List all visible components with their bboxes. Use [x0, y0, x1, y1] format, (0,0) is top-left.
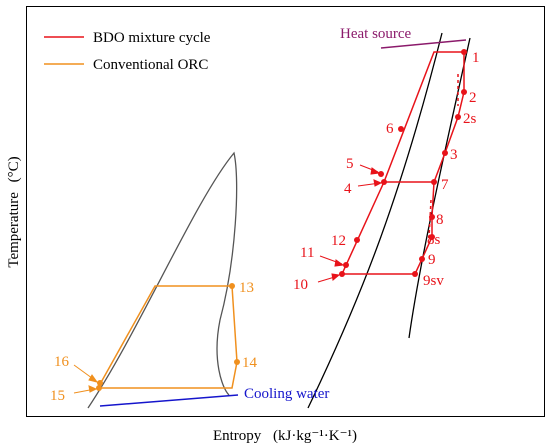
orc-point-13 — [229, 283, 235, 289]
legend-orc-label: Conventional ORC — [93, 57, 208, 73]
x-axis-title: Entropy — [213, 428, 262, 444]
orc-point-15 — [96, 385, 102, 391]
orc-label-13: 13 — [239, 280, 254, 296]
arrow-10-head — [331, 273, 341, 281]
bdo-label-8s: 8s — [427, 232, 441, 248]
bdo-label-10: 10 — [293, 277, 308, 293]
bdo-label-11: 11 — [300, 245, 314, 261]
bdo-point-9sv — [412, 271, 418, 277]
arrow-16-head — [88, 374, 99, 383]
arrow-15-head — [88, 385, 98, 393]
y-axis-unit: (°C) — [6, 156, 22, 182]
bdo-point-4 — [381, 179, 387, 185]
bdo-point-3 — [442, 150, 448, 156]
bdo-cycle-points — [339, 49, 467, 277]
bdo-label-3: 3 — [450, 147, 458, 163]
orc-point-14 — [234, 359, 240, 365]
legend: BDO mixture cycle Conventional ORC — [44, 30, 211, 73]
bdo-label-2s: 2s — [463, 111, 477, 127]
bdo-label-7: 7 — [441, 177, 449, 193]
legend-bdo-label: BDO mixture cycle — [93, 30, 211, 46]
orc-label-arrows — [73, 364, 99, 394]
orc-cycle — [98, 285, 238, 389]
plot-frame — [26, 6, 545, 417]
bdo-point-7 — [431, 179, 437, 185]
bdo-label-9sv: 9sv — [423, 273, 444, 289]
bdo-label-4: 4 — [344, 181, 352, 197]
bdo-point-6 — [398, 126, 404, 132]
y-axis-label: Temperature (°C) — [6, 156, 22, 267]
orc-label-15: 15 — [50, 388, 65, 404]
orc-saturation-dome — [87, 151, 238, 409]
cooling-water-label: Cooling water — [244, 386, 329, 402]
bdo-point-11 — [343, 262, 349, 268]
orc-point-16 — [97, 380, 103, 386]
arrow-11-head — [334, 259, 345, 267]
bdo-label-2: 2 — [469, 90, 477, 106]
bdo-point-5 — [378, 171, 384, 177]
bdo-saturated-liquid-curve — [307, 32, 443, 409]
y-axis-title: Temperature — [6, 192, 22, 268]
bdo-point-2s — [455, 114, 461, 120]
bdo-label-12: 12 — [331, 233, 346, 249]
cooling-water-line — [99, 394, 239, 407]
heat-source-line — [380, 39, 467, 49]
bdo-saturated-vapor-curve — [408, 37, 471, 339]
bdo-label-9: 9 — [428, 252, 436, 268]
orc-cycle-path — [98, 285, 238, 389]
bdo-label-8: 8 — [436, 212, 444, 228]
bdo-label-arrows — [317, 164, 383, 283]
bdo-point-labels: 1 2 2s 3 4 5 6 7 8 8s 9 9sv 10 11 12 — [293, 50, 480, 293]
bdo-point-10 — [339, 271, 345, 277]
bdo-label-1: 1 — [472, 50, 480, 66]
bdo-point-9 — [419, 256, 425, 262]
bdo-point-1 — [461, 49, 467, 55]
orc-cycle-points — [96, 283, 240, 391]
bdo-cycle — [341, 51, 465, 275]
bdo-point-2 — [461, 89, 467, 95]
orc-label-14: 14 — [242, 355, 258, 371]
orc-label-16: 16 — [54, 354, 70, 370]
arrow-4-head — [373, 179, 383, 187]
arrow-5-head — [370, 167, 381, 175]
bdo-point-12 — [354, 237, 360, 243]
bdo-point-8s — [429, 234, 435, 240]
x-axis-unit: (kJ·kg⁻¹·K⁻¹) — [273, 428, 357, 444]
heat-source-label: Heat source — [340, 26, 412, 42]
x-axis-label: Entropy (kJ·kg⁻¹·K⁻¹) — [213, 428, 357, 444]
bdo-cycle-path — [341, 51, 465, 275]
bdo-point-8 — [429, 214, 435, 220]
orc-point-labels: 13 14 15 16 — [50, 280, 258, 404]
bdo-label-5: 5 — [346, 156, 354, 172]
bdo-label-6: 6 — [386, 121, 394, 137]
